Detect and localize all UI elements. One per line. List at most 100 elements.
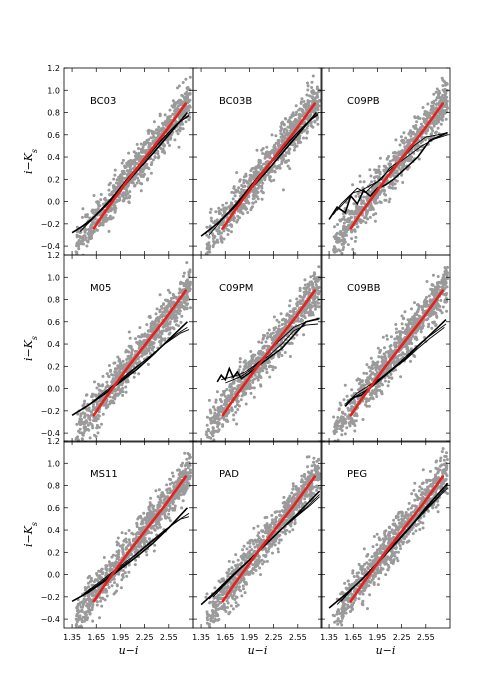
- data-point: [164, 309, 168, 313]
- data-point: [167, 303, 170, 307]
- data-point: [312, 304, 316, 308]
- data-point: [185, 278, 189, 282]
- data-point: [177, 84, 181, 88]
- data-point: [153, 155, 157, 159]
- data-point: [313, 280, 317, 284]
- data-point: [284, 117, 288, 121]
- data-point: [176, 309, 180, 313]
- data-point: [231, 197, 235, 201]
- data-point: [291, 111, 295, 115]
- data-point: [137, 372, 141, 376]
- data-point: [440, 118, 444, 122]
- data-point: [97, 414, 101, 418]
- data-point: [340, 433, 344, 437]
- data-point: [391, 158, 395, 162]
- data-point: [208, 417, 212, 421]
- data-point: [83, 399, 87, 403]
- data-point: [230, 190, 234, 194]
- data-point: [129, 163, 133, 167]
- data-point: [350, 237, 354, 241]
- data-point: [277, 354, 280, 358]
- data-point: [174, 295, 178, 299]
- data-point: [110, 381, 114, 384]
- data-point: [79, 448, 82, 451]
- data-point: [393, 182, 397, 186]
- data-point: [252, 386, 256, 390]
- data-point: [88, 418, 92, 422]
- y-tick-label: −0.2: [41, 407, 60, 416]
- data-point: [124, 390, 128, 394]
- data-point: [308, 113, 312, 117]
- data-point: [302, 314, 306, 318]
- data-point: [421, 124, 424, 128]
- data-point: [312, 298, 316, 302]
- data-point: [306, 102, 309, 106]
- data-point: [160, 313, 164, 317]
- data-point: [77, 247, 81, 251]
- data-point: [125, 196, 129, 200]
- data-point: [158, 114, 162, 118]
- data-point: [139, 168, 143, 172]
- data-point: [78, 255, 81, 258]
- data-point: [113, 388, 116, 392]
- data-point: [182, 274, 185, 278]
- data-point: [158, 339, 162, 343]
- panel-bc03b: BC03B: [192, 67, 323, 256]
- data-point: [348, 212, 352, 216]
- data-point: [284, 151, 288, 155]
- data-point: [369, 174, 373, 178]
- data-point: [432, 101, 436, 105]
- data-point: [346, 243, 350, 247]
- data-point: [221, 424, 225, 428]
- data-point: [142, 141, 146, 144]
- data-point: [243, 366, 247, 370]
- data-point: [266, 155, 270, 159]
- data-point: [96, 382, 100, 386]
- data-point: [286, 132, 290, 136]
- data-point: [188, 283, 192, 287]
- data-point: [138, 335, 142, 339]
- data-point: [207, 398, 211, 402]
- data-point: [438, 96, 442, 100]
- data-point: [134, 151, 138, 155]
- data-point: [176, 86, 179, 90]
- data-point: [100, 422, 103, 426]
- data-point: [157, 125, 161, 129]
- data-point: [104, 406, 108, 410]
- data-point: [217, 411, 221, 415]
- data-point: [92, 194, 96, 197]
- data-point: [353, 429, 357, 433]
- data-point: [181, 304, 185, 308]
- data-point: [90, 220, 94, 223]
- data-point: [222, 237, 226, 241]
- data-point: [99, 198, 103, 202]
- data-point: [212, 236, 216, 240]
- data-point: [308, 280, 312, 284]
- data-point: [280, 159, 284, 163]
- data-point: [287, 329, 291, 333]
- data-point: [213, 420, 216, 424]
- data-point: [205, 423, 209, 427]
- data-point: [183, 300, 187, 304]
- y-tick-label: 0.6: [47, 131, 60, 140]
- data-point: [186, 290, 190, 294]
- data-point: [388, 182, 392, 186]
- data-point: [347, 223, 351, 227]
- data-point: [91, 230, 95, 234]
- data-point: [269, 179, 273, 183]
- data-point: [185, 86, 189, 90]
- data-point: [91, 208, 95, 212]
- data-point: [188, 280, 192, 284]
- data-point: [113, 370, 117, 374]
- data-point: [121, 170, 124, 174]
- data-point: [179, 98, 182, 102]
- data-point: [152, 120, 156, 124]
- data-point: [144, 149, 148, 152]
- data-point: [430, 105, 434, 108]
- data-point: [78, 242, 82, 245]
- data-point: [224, 404, 228, 408]
- data-point: [296, 318, 300, 322]
- data-point: [369, 356, 373, 360]
- data-point: [342, 240, 346, 244]
- data-point: [178, 123, 182, 126]
